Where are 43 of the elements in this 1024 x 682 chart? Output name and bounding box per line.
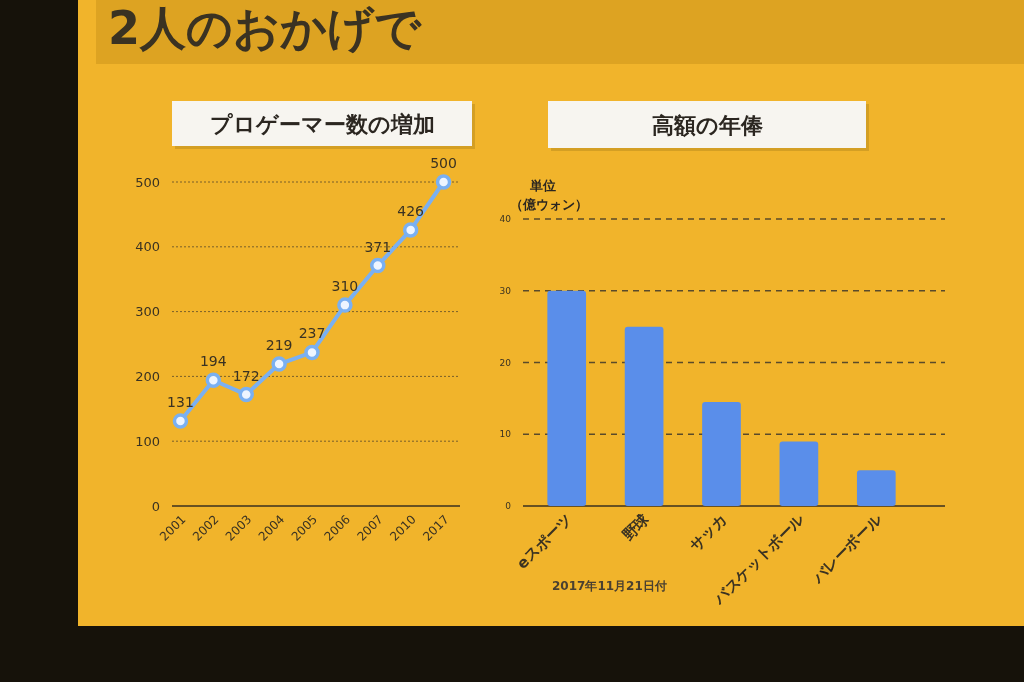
data-label: 194 <box>199 353 227 370</box>
point <box>304 344 320 361</box>
data-label: 426 <box>397 202 425 219</box>
x-tick-label: サッカ <box>685 510 731 555</box>
data-label: 131 <box>167 394 194 411</box>
y-tick-label: 20 <box>499 357 512 368</box>
point <box>370 257 386 274</box>
point <box>435 174 452 190</box>
y-tick-label: 0 <box>505 501 512 512</box>
point <box>271 356 287 372</box>
bar <box>779 441 819 506</box>
point <box>402 222 419 238</box>
y-tick-label: 400 <box>135 239 160 255</box>
x-tick-label: 野球 <box>618 509 654 545</box>
y-tick-label: 100 <box>135 433 160 449</box>
bar <box>624 326 664 506</box>
text: 2017年11月21日付 <box>552 579 667 593</box>
bar <box>702 401 741 506</box>
y-tick-label: 500 <box>135 174 160 190</box>
data-label: 237 <box>298 325 326 342</box>
chart-title: 高額の年俸 <box>651 112 763 138</box>
text: 2人のおかげで <box>108 1 423 55</box>
point <box>337 297 353 313</box>
chart-title: プロゲーマー数の増加 <box>209 111 435 137</box>
x-tick-label: eスポーツ <box>513 510 576 573</box>
y-tick-label: 30 <box>499 285 512 296</box>
point <box>238 386 254 403</box>
y-tick-label: 200 <box>135 369 160 385</box>
y-tick-label: 300 <box>135 304 160 320</box>
y-axis-title: 単位（億ウォン） <box>510 178 588 212</box>
y-tick-label: 10 <box>499 429 512 440</box>
data-label: 172 <box>232 367 260 384</box>
y-tick-label: 40 <box>499 214 512 225</box>
bar <box>856 470 896 506</box>
data-label: 500 <box>430 155 457 171</box>
data-label: 310 <box>331 278 359 295</box>
data-label: 219 <box>265 337 293 354</box>
data-label: 371 <box>364 238 392 255</box>
x-tick-label: バレーボール <box>808 509 886 588</box>
bar <box>547 290 587 506</box>
point <box>172 413 189 429</box>
point <box>205 372 222 389</box>
y-tick-label: 0 <box>151 498 160 514</box>
